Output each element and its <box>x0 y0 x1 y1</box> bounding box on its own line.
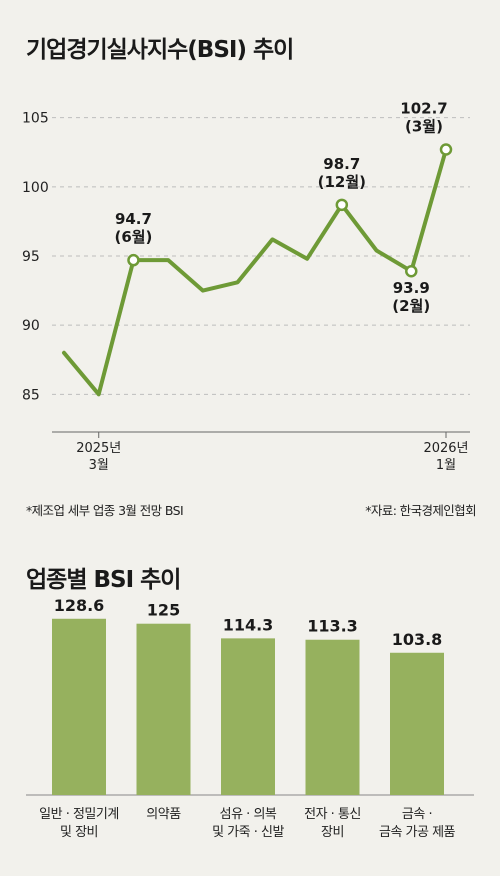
bar-category-label-line: 및 가죽 · 신발 <box>212 825 284 840</box>
y-tick-label: 85 <box>22 387 40 403</box>
data-point-marker <box>335 198 349 212</box>
data-label-line: 98.7 <box>323 155 360 173</box>
bar-category-label-line: 금속 · <box>402 807 432 822</box>
data-label-line: 102.7 <box>400 99 447 117</box>
x-tick-label-line: 3월 <box>89 458 109 473</box>
line-chart-x-ticks: 2025년 3월 2026년 1월 <box>76 432 469 473</box>
bar <box>136 623 191 795</box>
bar-category-label: 의약품 <box>146 807 181 822</box>
bar-category-label: 금속 · 금속 가공 제품 <box>379 807 456 840</box>
y-tick-label: 105 <box>22 111 49 127</box>
bar-chart-value-labels: 128.6 125 114.3 113.3 103.8 <box>54 596 443 649</box>
bar-category-label-line: 금속 가공 제품 <box>379 825 456 840</box>
bar-value-label: 128.6 <box>54 596 105 615</box>
source-note: *자료: 한국경제인협회 <box>365 503 476 518</box>
bar-value-label: 113.3 <box>307 617 358 636</box>
data-label: 93.9 (2월) <box>392 279 430 315</box>
x-tick-label: 2026년 1월 <box>423 441 468 473</box>
bar-value-label: 125 <box>147 601 180 620</box>
y-tick-label: 95 <box>22 249 40 265</box>
data-label-line: (2월) <box>392 297 430 315</box>
line-chart-y-ticks: 85 90 95 100 105 <box>22 111 49 404</box>
data-point-marker <box>439 143 453 156</box>
bar <box>390 652 444 795</box>
footnote: *제조업 세부 업종 3월 전망 BSI <box>26 503 184 518</box>
x-tick-label-line: 2026년 <box>423 441 468 456</box>
bar-chart-bars <box>52 618 444 795</box>
data-label-line: (12월) <box>318 173 366 191</box>
bar <box>305 639 360 795</box>
data-label-line: 93.9 <box>393 279 430 297</box>
bar-category-label-line: 전자 · 통신 <box>304 807 361 822</box>
bar-value-label: 114.3 <box>223 615 274 634</box>
bar <box>52 618 106 795</box>
data-label: 102.7 (3월) <box>400 99 447 135</box>
line-chart: 85 90 95 100 105 2025년 3월 2026년 1월 94.7 (6월) 98.7… <box>22 99 470 473</box>
y-tick-label: 100 <box>22 180 49 196</box>
line-chart-markers <box>127 143 453 278</box>
data-point-marker <box>405 264 418 278</box>
x-tick-label: 2025년 3월 <box>76 441 121 473</box>
data-label-line: 94.7 <box>115 210 152 228</box>
bar-category-label-line: 섬유 · 의복 <box>220 807 277 822</box>
data-point-marker <box>127 253 140 267</box>
data-label: 98.7 (12월) <box>318 155 366 191</box>
bar-chart-title: 업종별 BSI 추이 <box>26 567 181 593</box>
bar <box>221 638 275 795</box>
bar-category-label-line: 및 장비 <box>60 825 98 840</box>
data-label: 94.7 (6월) <box>114 210 152 246</box>
line-chart-annotations: 94.7 (6월) 98.7 (12월) 93.9 (2월) 102.7 (3월) <box>114 99 447 315</box>
bar-category-label-line: 일반 · 정밀기계 <box>39 807 119 822</box>
x-tick-label-line: 2025년 <box>76 441 121 456</box>
data-label-line: (3월) <box>405 117 443 135</box>
x-tick-label-line: 1월 <box>436 458 456 473</box>
bsi-series-line <box>62 147 448 397</box>
y-tick-label: 90 <box>22 318 40 334</box>
bar-category-label-line: 의약품 <box>146 807 181 822</box>
bar-category-label-line: 장비 <box>321 825 344 840</box>
bar-value-label: 103.8 <box>392 630 443 649</box>
data-label-line: (6월) <box>114 228 152 246</box>
line-chart-title: 기업경기실사지수(BSI) 추이 <box>26 37 294 63</box>
